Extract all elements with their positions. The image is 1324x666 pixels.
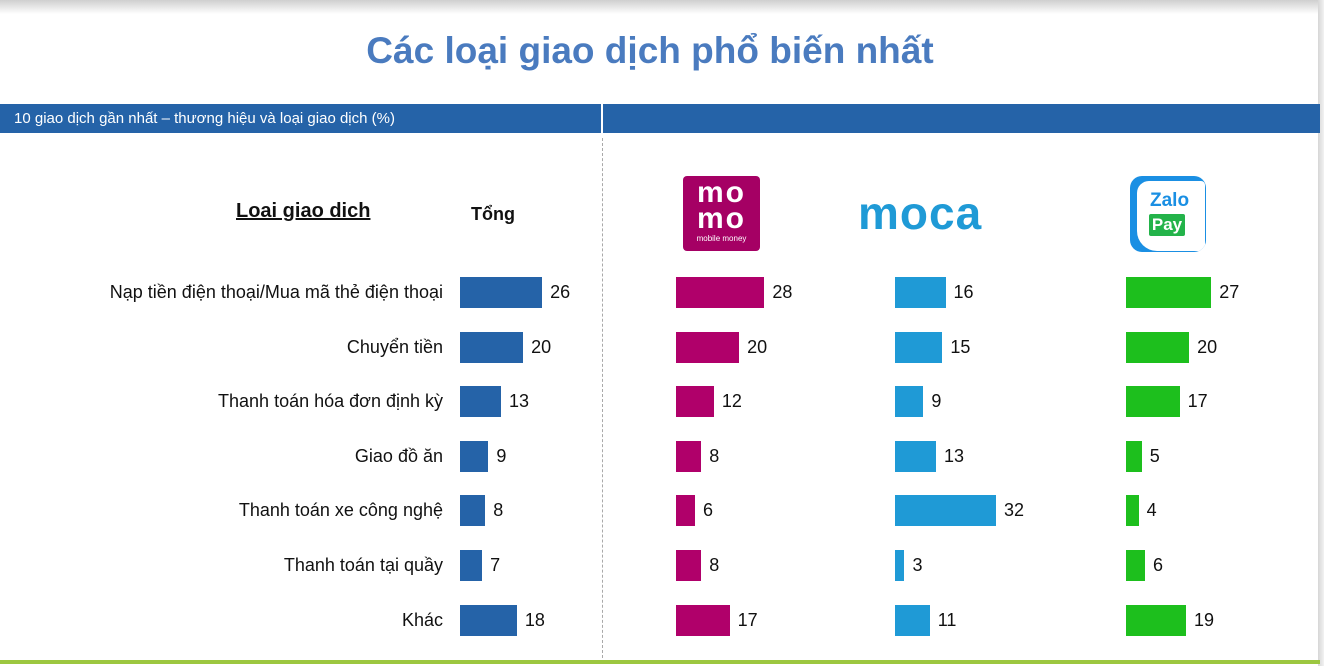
- category-label: Giao đồ ăn: [354, 445, 443, 466]
- bar-moca: [895, 331, 943, 363]
- value-label-moca: 32: [1004, 500, 1025, 521]
- bar-zalopay: [1126, 604, 1186, 636]
- value-label-moca: 13: [944, 445, 965, 466]
- bar-momo: [676, 277, 765, 308]
- column-header-type: Loai giao dich: [236, 200, 371, 222]
- bar-zalopay: [1126, 440, 1142, 472]
- bar-zalopay: [1126, 331, 1190, 363]
- section-divider: [602, 138, 603, 658]
- column-header-total: Tổng: [471, 204, 515, 224]
- value-label-zalopay: 17: [1187, 391, 1208, 412]
- bar-moca: [895, 604, 930, 636]
- value-label-momo: 8: [709, 445, 720, 466]
- bar-zalopay: [1126, 277, 1212, 308]
- bar-momo: [676, 386, 714, 418]
- moca-logo: moca: [858, 187, 983, 239]
- header-bar: [0, 104, 1320, 133]
- category-label: Nạp tiền điện thoại/Mua mã thẻ điện thoạ…: [109, 282, 443, 302]
- bar-momo: [676, 495, 695, 527]
- value-label-zalopay: 27: [1219, 282, 1240, 302]
- value-label-moca: 3: [912, 555, 923, 575]
- momo-logo-line1: mo: [697, 176, 746, 209]
- value-label-total: 9: [496, 445, 507, 466]
- top-shadow: [0, 0, 1324, 14]
- header-label: 10 giao dịch gần nhất – thương hiệu và l…: [14, 110, 395, 127]
- bar-moca: [895, 386, 924, 418]
- bar-zalopay: [1126, 550, 1145, 581]
- value-label-momo: 28: [772, 282, 793, 302]
- value-label-moca: 11: [937, 609, 957, 630]
- value-label-total: 20: [531, 336, 552, 357]
- momo-logo-tagline: mobile money: [696, 234, 747, 243]
- bar-moca: [895, 277, 946, 308]
- bar-zalopay: [1126, 386, 1180, 418]
- value-label-total: 7: [490, 555, 501, 575]
- header-divider: [601, 104, 603, 133]
- bar-zalopay: [1126, 495, 1139, 527]
- value-label-zalopay: 4: [1146, 500, 1157, 521]
- bar-momo: [676, 550, 702, 581]
- bar-total: [460, 440, 489, 472]
- value-label-momo: 12: [721, 391, 742, 412]
- category-label: Khác: [401, 609, 443, 630]
- value-label-total: 26: [550, 282, 571, 302]
- category-label: Thanh toán hóa đơn định kỳ: [218, 391, 443, 412]
- bar-momo: [676, 440, 702, 472]
- value-label-zalopay: 19: [1193, 609, 1214, 630]
- bar-momo: [676, 331, 740, 363]
- category-label: Thanh toán xe công nghệ: [238, 500, 443, 521]
- value-label-zalopay: 20: [1197, 336, 1218, 357]
- value-label-momo: 6: [702, 500, 713, 521]
- value-label-total: 18: [524, 609, 545, 630]
- bar-total: [460, 604, 517, 636]
- value-label-momo: 8: [709, 555, 720, 575]
- bar-moca: [895, 495, 996, 527]
- value-label-moca: 15: [950, 336, 971, 357]
- value-label-moca: 9: [931, 391, 942, 412]
- value-label-zalopay: 6: [1152, 555, 1163, 575]
- category-label: Thanh toán tại quầy: [283, 555, 443, 575]
- value-label-momo: 17: [737, 609, 758, 630]
- value-label-moca: 16: [953, 282, 974, 302]
- bar-total: [460, 331, 524, 363]
- bar-total: [460, 550, 483, 581]
- value-label-zalopay: 5: [1149, 445, 1160, 466]
- bar-total: [460, 277, 543, 308]
- right-edge: [1318, 0, 1324, 666]
- zalopay-logo: Zalo Pay: [1130, 176, 1206, 252]
- momo-logo-line2: mo: [697, 202, 746, 235]
- bar-moca: [895, 550, 905, 581]
- bar-momo: [676, 604, 730, 636]
- value-label-momo: 20: [747, 336, 768, 357]
- slide-title: Các loại giao dịch phổ biến nhất: [366, 30, 934, 71]
- momo-logo: mo mo mobile money: [683, 176, 760, 251]
- zalopay-logo-line2: Pay: [1149, 214, 1185, 236]
- value-label-total: 13: [509, 391, 530, 412]
- bar-total: [460, 495, 486, 527]
- value-label-total: 8: [493, 500, 504, 521]
- zalopay-logo-line1: Zalo: [1150, 190, 1190, 211]
- bar-total: [460, 386, 502, 418]
- bottom-accent-line: [0, 660, 1320, 664]
- bar-moca: [895, 440, 937, 472]
- category-label: Chuyển tiền: [346, 336, 443, 357]
